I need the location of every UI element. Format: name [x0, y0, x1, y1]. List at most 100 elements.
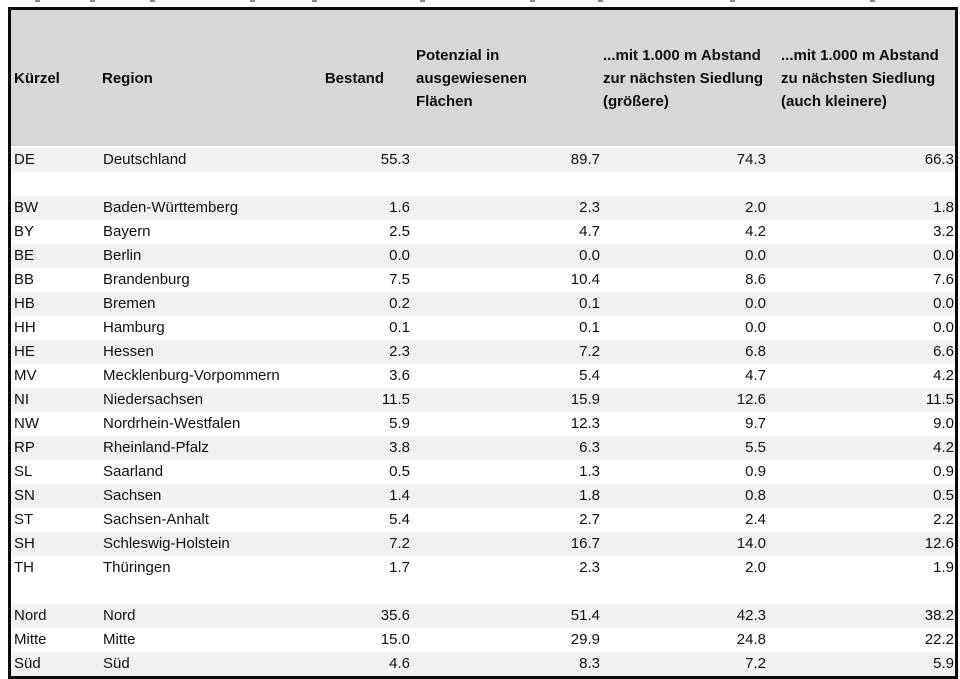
cell-kuerzel: BE — [14, 247, 35, 264]
regions-data-table: Kürzel Region Bestand Potenzial in ausgewie… — [8, 7, 958, 679]
spacer-row — [11, 580, 955, 604]
cell-abstand-groessere: 0.9 — [745, 463, 766, 480]
cell-potenzial: 8.3 — [579, 655, 600, 672]
cell-kuerzel: HB — [14, 295, 35, 312]
cell-kuerzel: SH — [14, 535, 35, 552]
cell-abstand-groessere: 9.7 — [745, 415, 766, 432]
header-label-region: Region — [102, 69, 153, 87]
cell-potenzial: 16.7 — [570, 535, 600, 552]
cell-kuerzel: TH — [14, 559, 34, 576]
cell-bestand: 5.9 — [389, 415, 410, 432]
table-row: BE Berlin 0.0 0.0 0.0 0.0 — [11, 244, 955, 268]
table-row: BW Baden-Württemberg 1.6 2.3 2.0 1.8 — [11, 196, 955, 220]
cell-kuerzel: RP — [14, 439, 35, 456]
cell-bestand: 2.5 — [389, 223, 410, 240]
cell-potenzial: 10.4 — [570, 271, 600, 288]
cell-potenzial: 0.1 — [579, 295, 600, 312]
cell-abstand-kleinere — [774, 172, 955, 196]
header-cell-kuerzel: Kürzel — [11, 10, 98, 146]
cell-bestand: 4.6 — [389, 655, 410, 672]
cell-abstand-kleinere: 6.6 — [933, 343, 954, 360]
table-row: HH Hamburg 0.1 0.1 0.0 0.0 — [11, 316, 955, 340]
cell-abstand-groessere: 8.6 — [745, 271, 766, 288]
cell-abstand-kleinere: 1.8 — [933, 199, 954, 216]
header-cell-bestand: Bestand — [313, 10, 412, 146]
cell-abstand-groessere: 5.5 — [745, 439, 766, 456]
cell-abstand-groessere: 6.8 — [745, 343, 766, 360]
cell-kuerzel: SN — [14, 487, 35, 504]
table-row: BB Brandenburg 7.5 10.4 8.6 7.6 — [11, 268, 955, 292]
cell-region: Rheinland-Pfalz — [103, 439, 209, 456]
cropped-mark — [870, 0, 875, 2]
cell-kuerzel: Mitte — [14, 631, 47, 648]
cell-kuerzel — [11, 580, 98, 604]
cell-abstand-kleinere: 38.2 — [924, 607, 954, 624]
cell-abstand-groessere: 7.2 — [745, 655, 766, 672]
cell-potenzial: 0.0 — [579, 247, 600, 264]
cell-kuerzel: DE — [14, 151, 35, 168]
table-row: DE Deutschland 55.3 89.7 74.3 66.3 — [11, 148, 955, 172]
header-label-bestand: Bestand — [324, 69, 384, 87]
cell-region — [98, 172, 313, 196]
cell-abstand-kleinere: 0.9 — [933, 463, 954, 480]
cell-region: Schleswig-Holstein — [103, 535, 230, 552]
table-row: ST Sachsen-Anhalt 5.4 2.7 2.4 2.2 — [11, 508, 955, 532]
cell-abstand-groessere: 4.2 — [745, 223, 766, 240]
cell-abstand-groessere: 0.8 — [745, 487, 766, 504]
table-body: DE Deutschland 55.3 89.7 74.3 66.3 BW Baden-Wür… — [11, 148, 955, 676]
cell-bestand — [313, 580, 412, 604]
cell-bestand: 7.5 — [389, 271, 410, 288]
table-row: Mitte Mitte 15.0 29.9 24.8 22.2 — [11, 628, 955, 652]
cell-region: Berlin — [103, 247, 142, 264]
cell-kuerzel: NW — [14, 415, 39, 432]
cell-abstand-groessere: 24.8 — [736, 631, 766, 648]
cell-region: Sachsen-Anhalt — [103, 511, 209, 528]
cell-abstand-kleinere: 0.5 — [933, 487, 954, 504]
cell-abstand-groessere: 4.7 — [745, 367, 766, 384]
cell-abstand-kleinere: 66.3 — [924, 151, 954, 168]
cell-potenzial: 5.4 — [579, 367, 600, 384]
cell-abstand-groessere: 14.0 — [736, 535, 766, 552]
cell-abstand-groessere: 2.0 — [745, 559, 766, 576]
cell-region: Mitte — [103, 631, 136, 648]
cell-abstand-kleinere: 5.9 — [933, 655, 954, 672]
header-label-abstand-kleinere: ...mit 1.000 m Abstand zu nächsten Siedl… — [781, 46, 939, 110]
cell-abstand-kleinere: 11.5 — [925, 391, 954, 408]
cell-region: Baden-Württemberg — [103, 199, 239, 216]
cell-potenzial — [412, 580, 602, 604]
cell-region — [98, 580, 313, 604]
cell-kuerzel: BW — [14, 199, 39, 216]
cell-bestand: 3.8 — [389, 439, 410, 456]
cell-potenzial: 7.2 — [579, 343, 600, 360]
table-row: Nord Nord 35.6 51.4 42.3 38.2 — [11, 604, 955, 628]
cell-kuerzel: Süd — [14, 655, 41, 672]
table-row: Süd Süd 4.6 8.3 7.2 5.9 — [11, 652, 955, 676]
cell-abstand-kleinere: 1.9 — [933, 559, 954, 576]
cell-abstand-kleinere: 4.2 — [933, 367, 954, 384]
cell-region: Nord — [103, 607, 136, 624]
cropped-mark — [730, 0, 735, 2]
cell-region: Süd — [103, 655, 130, 672]
cell-potenzial: 15.9 — [570, 391, 600, 408]
cell-bestand: 1.6 — [389, 199, 410, 216]
table-row: RP Rheinland-Pfalz 3.8 6.3 5.5 4.2 — [11, 436, 955, 460]
cell-abstand-groessere: 0.0 — [745, 247, 766, 264]
cell-potenzial: 12.3 — [570, 415, 600, 432]
header-cell-potenzial: Potenzial in ausgewiesenen Flächen — [412, 10, 602, 146]
cell-abstand-groessere: 12.6 — [736, 391, 766, 408]
cropped-mark — [90, 0, 95, 2]
cell-region: Thüringen — [103, 559, 171, 576]
cell-abstand-kleinere: 22.2 — [924, 631, 954, 648]
cell-kuerzel: NI — [14, 391, 29, 408]
cell-region: Hamburg — [103, 319, 165, 336]
cell-region: Hessen — [103, 343, 154, 360]
cropped-mark — [250, 0, 255, 2]
cell-abstand-kleinere: 0.0 — [933, 295, 954, 312]
cell-potenzial: 4.7 — [579, 223, 600, 240]
table-row: TH Thüringen 1.7 2.3 2.0 1.9 — [11, 556, 955, 580]
header-label-abstand-groessere: ...mit 1.000 m Abstand zur nächsten Sied… — [603, 46, 764, 110]
table-row: HB Bremen 0.2 0.1 0.0 0.0 — [11, 292, 955, 316]
cropped-mark — [530, 0, 535, 2]
cropped-mark — [150, 0, 155, 2]
cell-potenzial: 6.3 — [579, 439, 600, 456]
